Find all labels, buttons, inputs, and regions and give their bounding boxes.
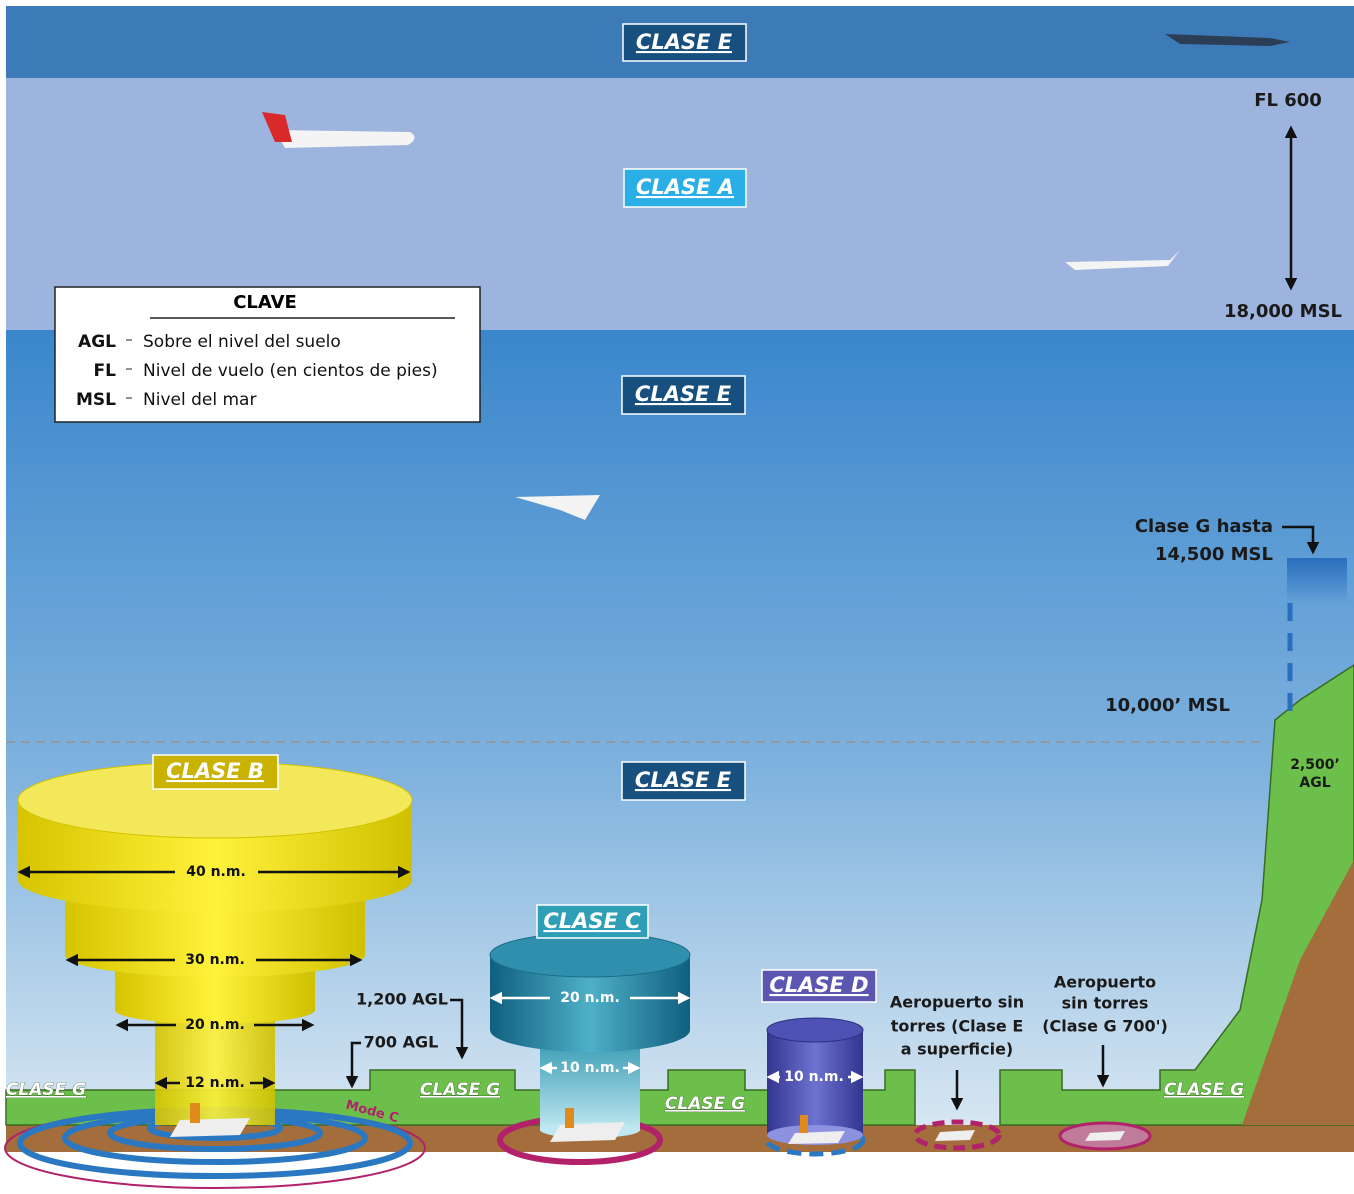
class-g-label: CLASE G [665,1094,745,1114]
airport-label: a superficie) [901,1040,1013,1059]
tier [18,848,412,912]
class-label: CLASE D [769,973,868,997]
key-abbr: AGL [78,332,116,352]
airport-label: sin torres [1062,994,1149,1013]
key: CLAVE AGL Sobre el nivel del suelo FL Ni… [55,287,480,422]
altitude-label: FL 600 [1254,90,1322,111]
airspace-diagram: CLASE E CLASE A CLASE E CLASE E CLASE B … [0,0,1354,1194]
dim-label: 20 n.m. [560,990,620,1006]
dim-label: 20 n.m. [185,1017,245,1033]
airport-label: Aeropuerto [1054,973,1156,992]
key-title: CLAVE [233,292,297,313]
floor-label: 1,200 AGL [356,990,448,1009]
class-label: CLASE A [636,175,734,199]
tower [800,1115,808,1133]
dim-label: 10 n.m. [560,1060,620,1076]
altitude-label: Clase G hasta [1135,516,1273,537]
dim-label: 10 n.m. [784,1069,844,1085]
class-d-shape [767,1018,863,1154]
tier-top [490,933,690,977]
class-label: CLASE E [635,768,732,792]
airport [788,1131,845,1144]
class-g-label: CLASE G [1164,1080,1244,1100]
class-g-ceiling [1287,558,1347,603]
class-g-label: CLASE G [420,1080,500,1100]
tier [490,1008,690,1052]
altitude-label: 14,500 MSL [1155,544,1273,565]
key-abbr: FL [94,361,117,381]
airport-label: (Clase G 700') [1042,1017,1168,1036]
class-label: CLASE E [635,382,732,406]
airport-label: Aeropuerto sin [890,993,1024,1012]
key-text: Nivel de vuelo (en cientos de pies) [143,361,438,381]
tower [565,1108,574,1128]
class-g-label: CLASE G [6,1080,86,1100]
class-label: CLASE E [636,30,733,54]
tower [190,1103,200,1123]
key-text: Sobre el nivel del suelo [143,332,341,352]
airport-label: torres (Clase E [891,1017,1024,1036]
dim-label: 30 n.m. [185,952,245,968]
key-abbr: MSL [76,390,116,410]
class-label: CLASE B [166,759,264,783]
dim-label: 40 n.m. [186,864,246,880]
class-label: CLASE C [543,909,641,933]
altitude-label: 2,500’ [1290,757,1340,773]
airport [170,1118,250,1137]
airport [550,1122,625,1142]
dim-label: 12 n.m. [185,1075,245,1091]
cylinder-top [767,1018,863,1042]
floor-label: 700 AGL [364,1033,439,1052]
altitude-label: AGL [1299,775,1330,791]
altitude-label: 18,000 MSL [1224,301,1342,322]
key-text: Nivel del mar [143,390,256,410]
altitude-label: 10,000’ MSL [1105,695,1230,716]
